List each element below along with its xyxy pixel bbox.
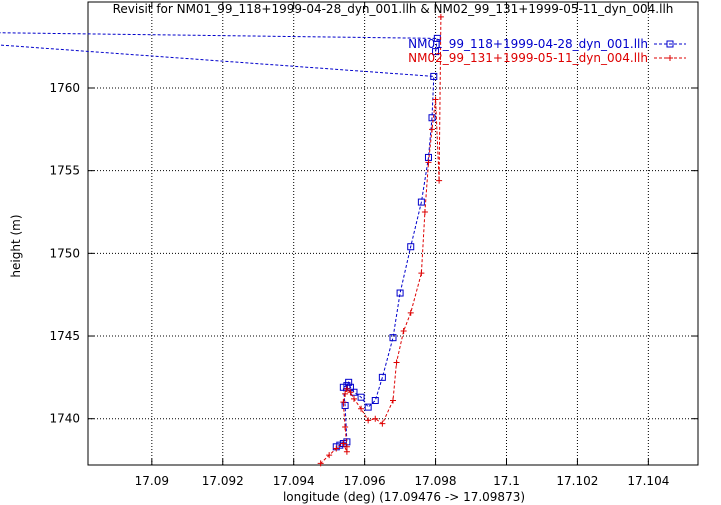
data-point-plus — [365, 417, 372, 424]
plot-frame — [87, 1, 699, 466]
data-point-plus — [358, 405, 365, 412]
x-tick-label: 17.1 — [493, 474, 520, 488]
data-point-plus — [350, 395, 357, 402]
data-point-square — [339, 383, 347, 391]
y-axis-title: height (m) — [9, 214, 23, 277]
y-tick-label: 1750 — [49, 246, 80, 260]
data-point-plus — [400, 328, 407, 335]
data-point-plus — [407, 309, 414, 316]
data-point-square — [432, 48, 440, 56]
data-point-square — [389, 334, 397, 342]
data-point-plus — [343, 385, 350, 392]
y-tick-label: 1760 — [49, 81, 80, 95]
data-point-plus — [436, 177, 443, 184]
series-layer — [0, 13, 444, 467]
legend-item: NM02_99_131+1999-05-11_dyn_004.llh — [408, 51, 686, 65]
data-point-plus — [421, 209, 428, 216]
data-point-square — [364, 403, 372, 411]
data-point-plus — [432, 96, 439, 103]
data-point-plus — [429, 126, 436, 133]
data-point-plus — [667, 55, 673, 61]
data-point-plus — [372, 415, 379, 422]
legend-label: NM02_99_131+1999-05-11_dyn_004.llh — [408, 51, 648, 65]
data-point-square — [378, 373, 386, 381]
data-point-plus — [342, 390, 349, 397]
data-point-plus — [437, 13, 444, 20]
grid — [88, 2, 698, 465]
y-tick-label: 1745 — [49, 329, 80, 343]
x-tick-label: 17.094 — [273, 474, 315, 488]
chart-title: Revisit for NM01_99_118+1999-04-28_dyn_0… — [113, 2, 674, 16]
data-point-plus — [393, 359, 400, 366]
y-tick-label: 1755 — [49, 164, 80, 178]
x-axis: 17.09 17.092 17.094 17.096 17.098 17.1 17.102 1… — [135, 2, 669, 488]
x-tick-label: 17.102 — [556, 474, 598, 488]
x-tick-label: 17.104 — [627, 474, 669, 488]
data-point-square — [396, 289, 404, 297]
x-axis-title: longitude (deg) (17.09476 -> 17.09873) — [283, 490, 525, 504]
data-point-plus — [425, 159, 432, 166]
data-point-plus — [390, 397, 396, 404]
series-2 — [317, 13, 444, 467]
x-tick-label: 17.092 — [202, 474, 244, 488]
data-point-square — [371, 397, 379, 405]
y-axis: 1740 1745 1750 1755 1760 — [49, 81, 698, 426]
data-point-square — [417, 198, 425, 206]
x-tick-label: 17.096 — [344, 474, 386, 488]
data-point-plus — [317, 460, 324, 467]
legend: NM01_99_118+1999-04-28_dyn_001.llhNM02_9… — [408, 37, 686, 65]
data-point-square — [428, 114, 436, 122]
data-point-plus — [326, 452, 333, 459]
data-point-plus — [347, 389, 354, 396]
data-point-square — [666, 40, 674, 48]
series-1 — [0, 32, 441, 451]
x-tick-label: 17.09 — [135, 474, 169, 488]
x-tick-label: 17.098 — [415, 474, 457, 488]
legend-label: NM01_99_118+1999-04-28_dyn_001.llh — [408, 37, 648, 51]
data-point-plus — [340, 399, 347, 406]
data-point-plus — [343, 448, 350, 455]
y-tick-label: 1740 — [49, 412, 80, 426]
data-point-plus — [342, 423, 349, 430]
data-point-square — [336, 441, 344, 449]
data-point-square — [357, 393, 365, 401]
data-point-square — [407, 243, 415, 251]
legend-item: NM01_99_118+1999-04-28_dyn_001.llh — [408, 37, 686, 51]
data-point-plus — [333, 445, 340, 452]
data-point-square — [430, 72, 438, 80]
data-point-plus — [418, 270, 425, 277]
data-point-plus — [379, 420, 386, 427]
data-point-plus — [340, 440, 347, 447]
